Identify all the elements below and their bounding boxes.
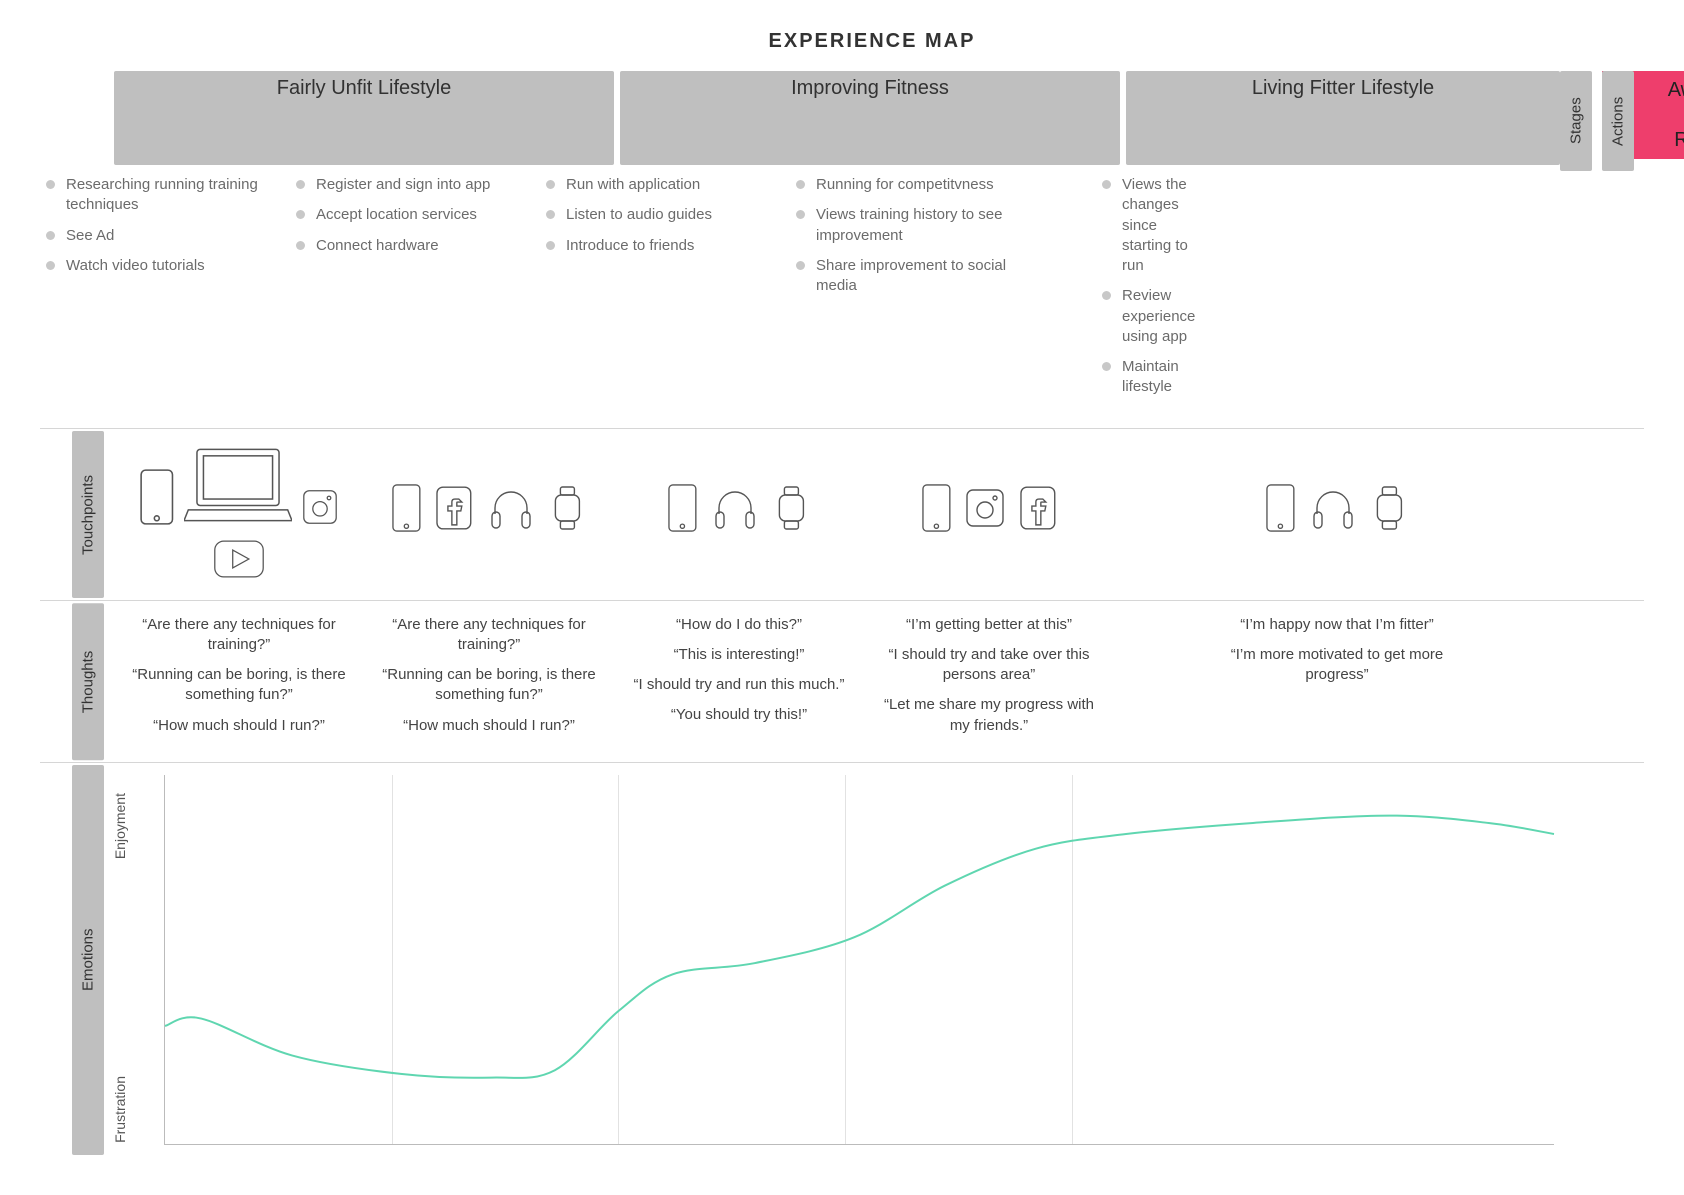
touchpoints-cell: [1114, 431, 1560, 591]
camera-icon: [965, 488, 1005, 528]
action-item: Accept location services: [294, 205, 522, 225]
thoughts-row: “Are there any techniques for training?”…: [114, 603, 1560, 760]
row-label-touchpoints: Touchpoints: [72, 431, 104, 598]
phases-row: Fairly Unfit Lifestyle Improving Fitness…: [114, 71, 1560, 165]
headphones-icon: [1309, 484, 1357, 532]
thought-quote: “Are there any techniques for training?”: [130, 615, 348, 656]
touchpoints-cell: [864, 431, 1114, 591]
action-item: Review experience using app: [1100, 286, 1195, 347]
experience-map: Fairly Unfit Lifestyle Improving Fitness…: [40, 71, 1644, 1155]
thought-quote: “How much should I run?”: [380, 716, 598, 736]
action-item: See Ad: [44, 226, 272, 246]
laptop-icon: [184, 445, 292, 525]
action-item: Introduce to friends: [544, 236, 772, 256]
thoughts-cell: “How do I do this?” “This is interesting!…: [614, 603, 864, 750]
thought-quote: “Running can be boring, is there somethi…: [130, 665, 348, 706]
action-item: Run with application: [544, 175, 772, 195]
phase-header: Improving Fitness: [620, 71, 1120, 165]
thought-quote: “I’m happy now that I’m fitter”: [1204, 615, 1470, 635]
action-item: Maintain lifestyle: [1100, 357, 1195, 398]
emotions-ylabel-top: Enjoyment: [112, 793, 128, 859]
divider: [40, 428, 1644, 429]
actions-row: Researching running training techniquesS…: [40, 171, 114, 426]
facebook-icon: [435, 485, 473, 531]
thought-quote: “I should try and run this much.”: [630, 675, 848, 695]
row-label-thoughts: Thoughts: [72, 603, 104, 760]
watch-icon: [773, 485, 810, 531]
phone-icon: [140, 469, 174, 525]
emotions-line: [165, 775, 1554, 1144]
thoughts-cell: “Are there any techniques for training?”…: [364, 603, 614, 760]
row-label-stages: Stages: [1560, 71, 1592, 171]
thought-quote: “Running can be boring, is there somethi…: [380, 665, 598, 706]
thought-quote: “How do I do this?”: [630, 615, 848, 635]
action-item: Register and sign into app: [294, 175, 522, 195]
row-label-emotions: Emotions: [72, 765, 104, 1155]
action-item: Running for competitvness: [794, 175, 1022, 195]
facebook-icon: [1019, 485, 1057, 531]
watch-icon: [1371, 485, 1408, 531]
thought-quote: “This is interesting!”: [630, 645, 848, 665]
phone-icon: [922, 484, 951, 532]
emotions-row: Enjoyment Frustration: [114, 765, 1560, 1155]
thought-quote: “I’m getting better at this”: [880, 615, 1098, 635]
thoughts-cell: “I’m happy now that I’m fitter” “I’m more…: [1114, 603, 1560, 710]
touchpoints-cell: [114, 431, 364, 598]
emotions-ylabel-bottom: Frustration: [112, 1076, 128, 1143]
headphones-icon: [487, 484, 535, 532]
phase-header: Living Fitter Lifestyle: [1126, 71, 1560, 165]
action-item: Share improvement to social media: [794, 256, 1022, 297]
thought-quote: “How much should I run?”: [130, 716, 348, 736]
action-item: Listen to audio guides: [544, 205, 772, 225]
divider: [40, 762, 1644, 763]
action-item: Connect hardware: [294, 236, 522, 256]
phone-icon: [1266, 484, 1295, 532]
phone-icon: [668, 484, 697, 532]
play-icon: [213, 539, 265, 579]
action-item: Views training history to see improvemen…: [794, 205, 1022, 246]
thought-quote: “I should try and take over this persons…: [880, 645, 1098, 686]
touchpoints-cell: [614, 431, 864, 591]
action-item: Researching running training techniques: [44, 175, 272, 216]
headphones-icon: [711, 484, 759, 532]
page-title: EXPERIENCE MAP: [100, 30, 1644, 53]
phase-header: Fairly Unfit Lifestyle: [114, 71, 614, 165]
emotions-chart: [164, 775, 1554, 1145]
thought-quote: “You should try this!”: [630, 705, 848, 725]
divider: [40, 600, 1644, 601]
thoughts-cell: “I’m getting better at this” “I should tr…: [864, 603, 1114, 760]
action-item: Watch video tutorials: [44, 256, 272, 276]
camera-icon: [302, 489, 338, 525]
row-label-actions: Actions: [1602, 71, 1634, 171]
thought-quote: “Let me share my progress with my friend…: [880, 695, 1098, 736]
watch-icon: [549, 485, 586, 531]
touchpoints-row: [114, 431, 1560, 598]
thought-quote: “I’m more motivated to get more progress…: [1204, 645, 1470, 686]
phone-icon: [392, 484, 421, 532]
action-item: Views the changes since starting to run: [1100, 175, 1195, 276]
thought-quote: “Are there any techniques for training?”: [380, 615, 598, 656]
touchpoints-cell: [364, 431, 614, 591]
thoughts-cell: “Are there any techniques for training?”…: [114, 603, 364, 760]
